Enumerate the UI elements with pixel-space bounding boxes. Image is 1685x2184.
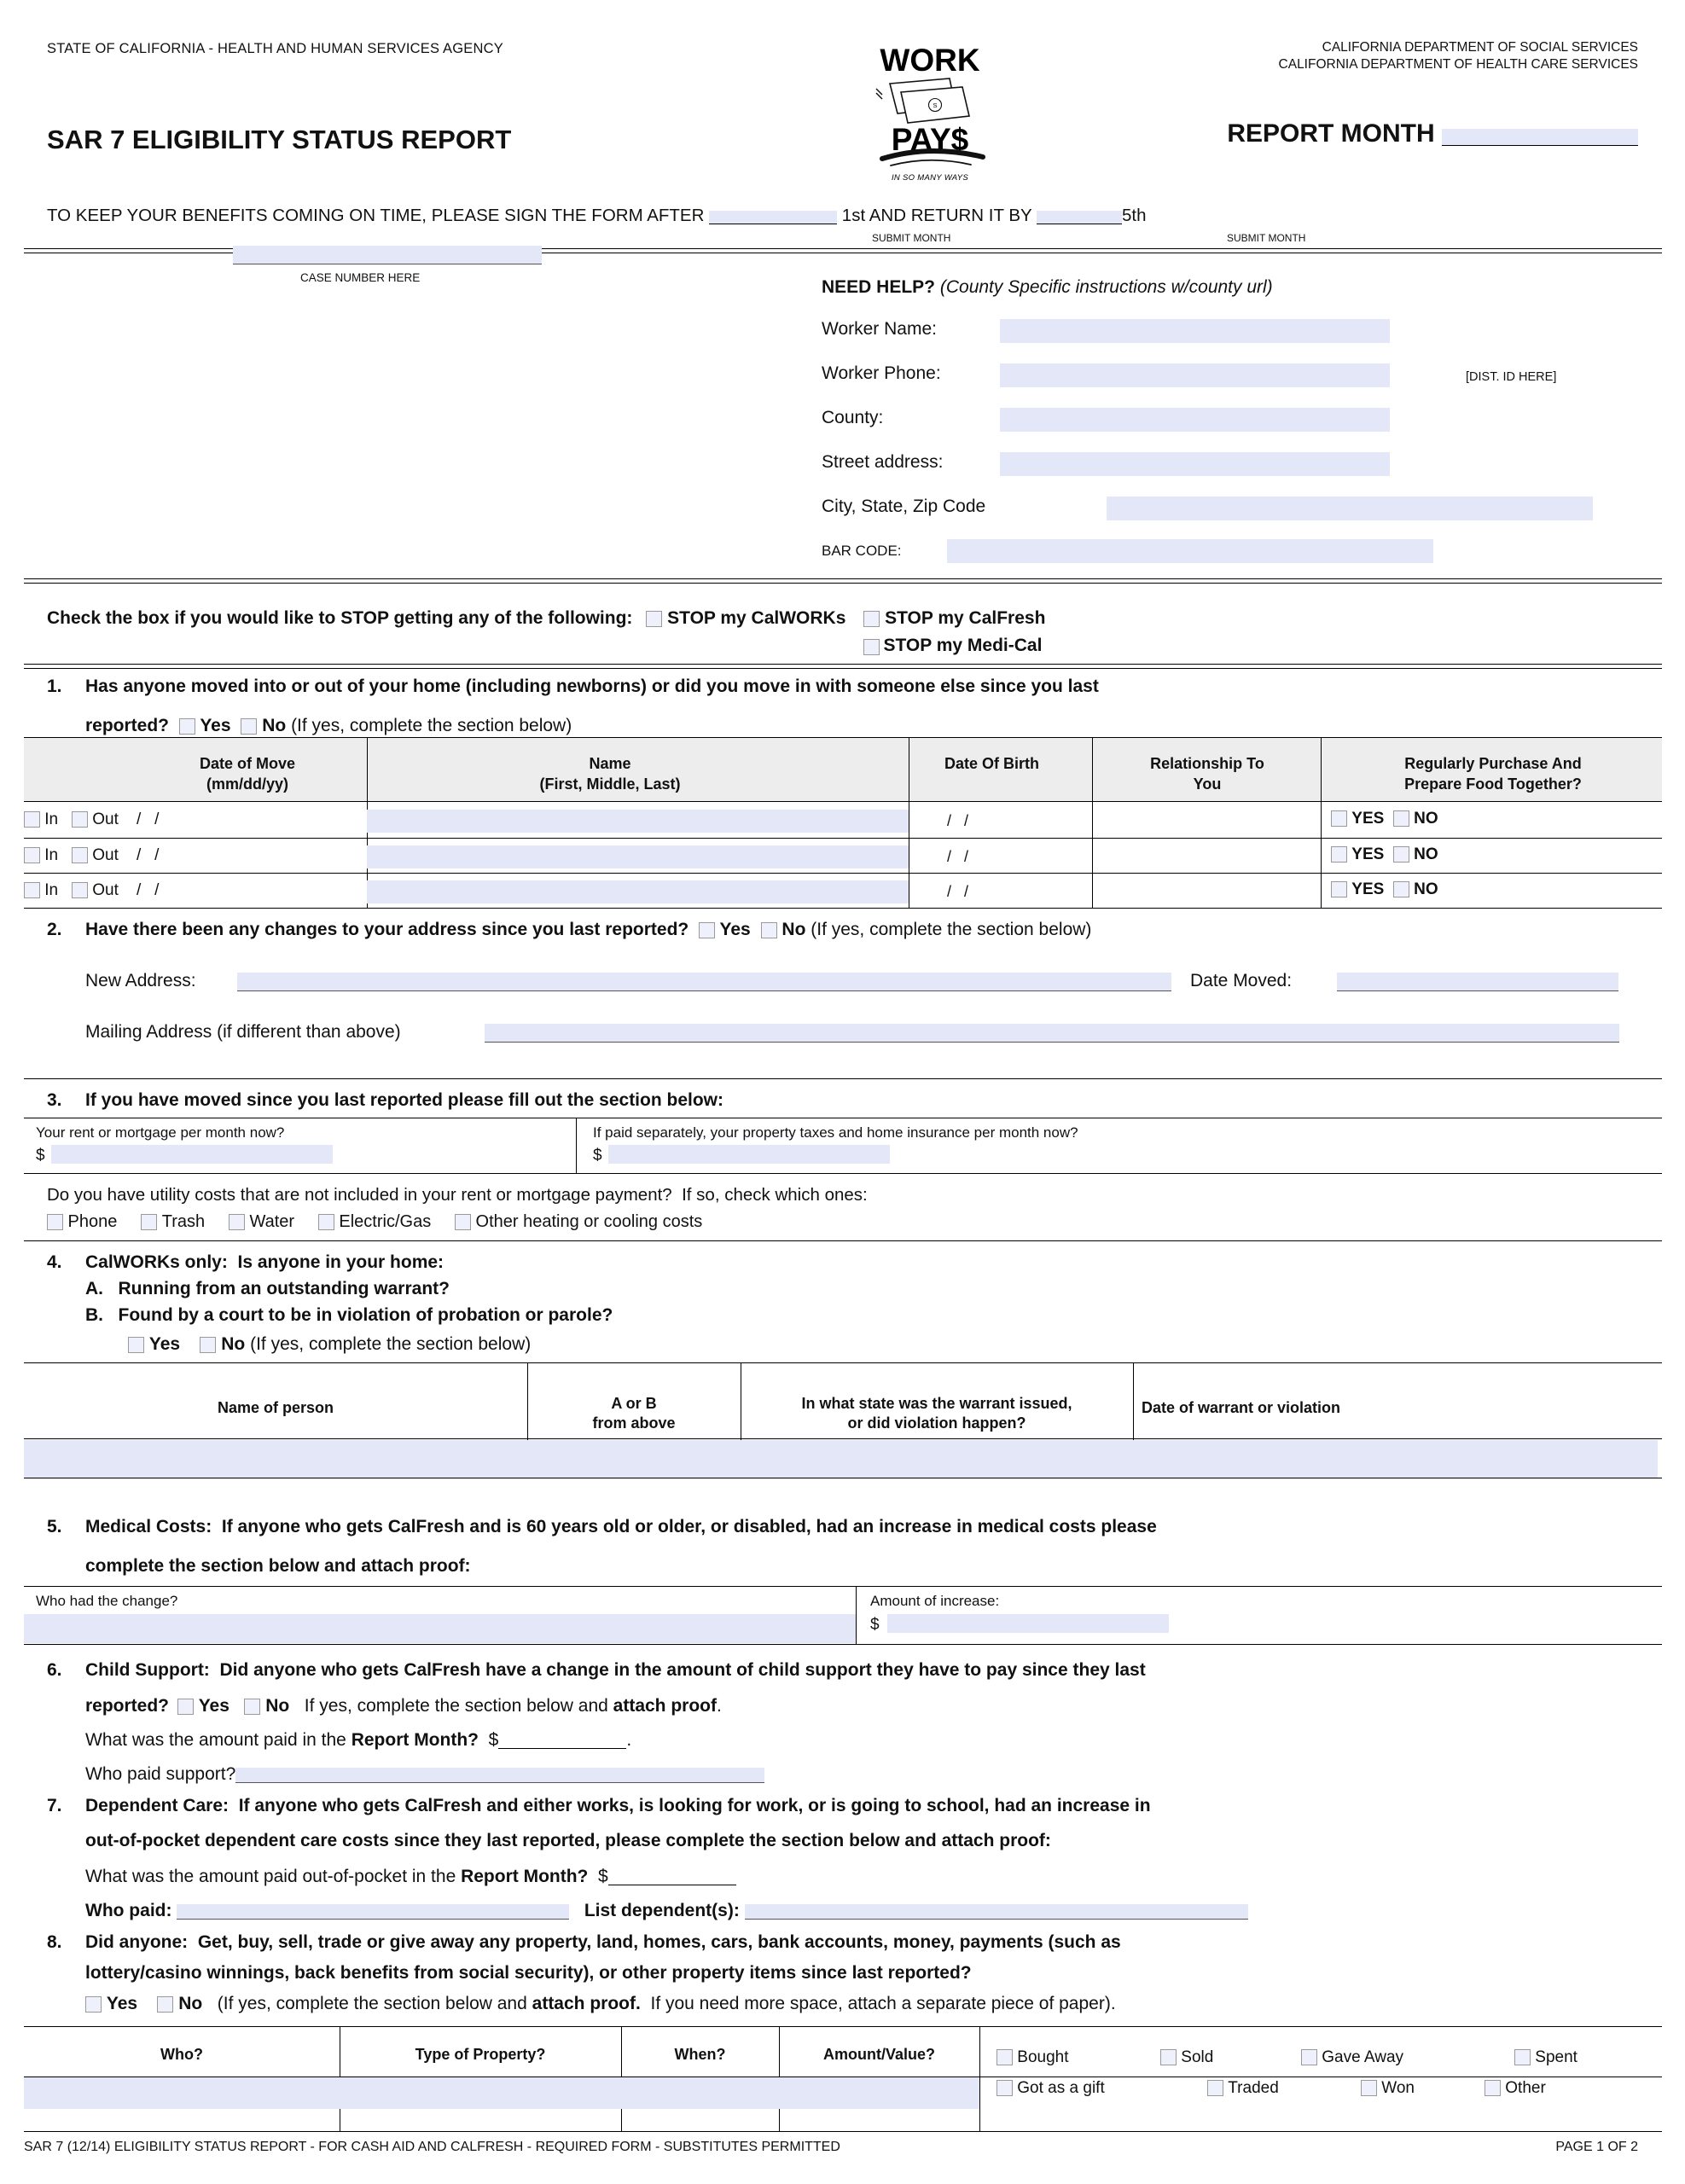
- svg-text:S: S: [933, 102, 937, 109]
- svg-text:IN SO MANY WAYS: IN SO MANY WAYS: [892, 173, 968, 183]
- svg-text:WORK: WORK: [880, 43, 979, 78]
